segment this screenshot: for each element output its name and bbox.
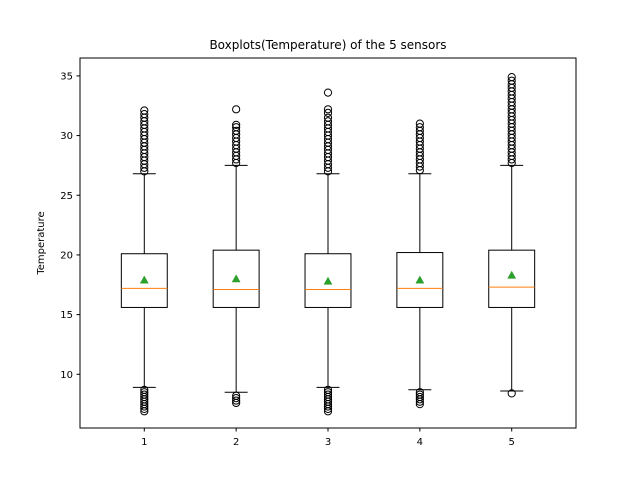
- outlier-point: [323, 404, 333, 414]
- outlier-point: [323, 402, 333, 411]
- mean-marker: [323, 276, 333, 285]
- outlier-point: [140, 106, 149, 115]
- outlier-point: [323, 407, 333, 416]
- outlier-point: [323, 117, 333, 126]
- outlier-point: [232, 105, 241, 114]
- outlier-point: [415, 123, 424, 132]
- box-group-5: 5: [488, 72, 536, 448]
- outlier-point: [323, 88, 333, 97]
- outlier-point: [140, 109, 149, 119]
- outlier-point: [323, 108, 333, 118]
- mean-marker: [139, 275, 149, 284]
- mean-marker: [231, 274, 241, 283]
- x-tick-label: 5: [509, 437, 515, 448]
- outlier-point: [507, 389, 516, 398]
- outlier-point: [232, 396, 241, 405]
- y-tick-label: 35: [60, 71, 73, 82]
- iqr-box: [212, 249, 260, 308]
- outlier-point: [140, 407, 149, 416]
- outlier-point: [232, 126, 241, 135]
- x-tick-label: 1: [141, 437, 147, 448]
- y-tick-label: 20: [60, 250, 73, 261]
- box-group-4: 4: [396, 119, 444, 448]
- y-tick-label: 10: [60, 370, 73, 381]
- outlier-point: [323, 113, 333, 122]
- mean-marker: [507, 270, 517, 279]
- outlier-point: [232, 398, 241, 408]
- outlier-point: [232, 123, 241, 132]
- outlier-point: [140, 404, 149, 414]
- outlier-point: [415, 400, 424, 409]
- outlier-point: [415, 119, 424, 128]
- iqr-box: [488, 249, 536, 308]
- mean-marker: [415, 275, 425, 284]
- outlier-point: [507, 72, 516, 82]
- outlier-point: [232, 394, 241, 403]
- outlier-point: [232, 120, 241, 129]
- outlier-point: [323, 105, 333, 114]
- outlier-point: [507, 76, 516, 85]
- box-group-2: 2: [212, 105, 260, 448]
- chart-title: Boxplots(Temperature) of the 5 sensors: [209, 38, 446, 52]
- outlier-point: [415, 397, 424, 406]
- x-tick-label: 4: [417, 437, 423, 448]
- x-tick-label: 2: [233, 437, 239, 448]
- y-tick-label: 25: [60, 191, 73, 202]
- y-tick-label: 15: [60, 310, 73, 321]
- iqr-box: [120, 253, 168, 308]
- iqr-box: [396, 252, 444, 308]
- x-tick-label: 3: [325, 437, 331, 448]
- outlier-point: [140, 402, 149, 411]
- y-axis-label: Temperature: [36, 211, 47, 275]
- iqr-box: [304, 253, 352, 308]
- box-group-3: 3: [304, 88, 352, 448]
- plot-area-frame: [79, 57, 577, 429]
- y-tick-label: 30: [60, 131, 73, 142]
- outlier-point: [415, 395, 424, 404]
- box-group-1: 1: [120, 106, 168, 448]
